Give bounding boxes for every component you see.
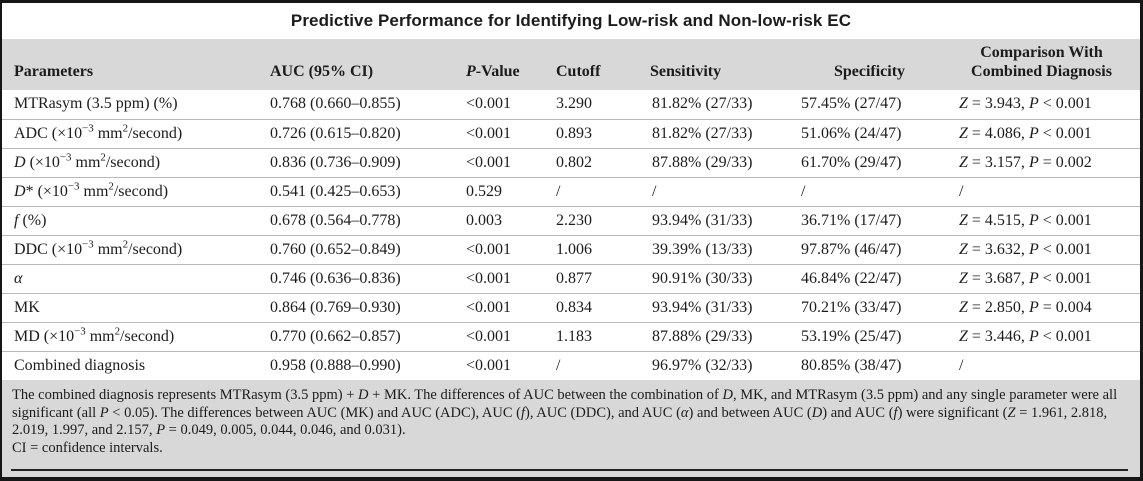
cell-parameter: MK — [2, 293, 268, 323]
cell-specificity: 57.45% (27/47) — [792, 90, 947, 120]
cell-parameter: DDC (×10−3 mm2/second) — [2, 235, 268, 265]
cell-cutoff: 1.006 — [554, 235, 648, 265]
cell-auc: 0.958 (0.888–0.990) — [270, 356, 401, 374]
cell-auc: 0.836 (0.736–0.909) — [268, 148, 464, 178]
cell-parameter: α — [2, 264, 268, 294]
table-row: DDC (×10−3 mm2/second) 0.760 (0.652–0.84… — [2, 235, 1140, 265]
table-row: MD (×10−3 mm2/second) 0.770 (0.662–0.857… — [2, 322, 1140, 352]
table-row: Combined diagnosis 0.958 (0.888–0.990) <… — [2, 351, 1140, 380]
cell-sensitivity: 90.91% (30/33) — [648, 264, 792, 294]
header-row: Parameters AUC (95% CI) P-Value Cutoff S… — [2, 39, 1140, 91]
cell-auc: 0.726 (0.615–0.820) — [268, 119, 464, 149]
cell-comparison: Z = 3.687, P < 0.001 — [947, 264, 1140, 294]
cell-cutoff: 1.183 — [554, 322, 648, 352]
cell-parameter: MD (×10−3 mm2/second) — [2, 322, 268, 352]
column-header-comparison: Comparison With Combined Diagnosis — [947, 39, 1140, 91]
cell-sensitivity: 81.82% (27/33) — [648, 90, 792, 120]
cell-cutoff: 0.834 — [554, 293, 648, 323]
cell-cutoff: 2.230 — [554, 206, 648, 236]
column-header-sensitivity: Sensitivity — [648, 39, 792, 91]
cell-p-value: 0.003 — [464, 206, 554, 236]
column-header-parameters: Parameters — [2, 39, 268, 91]
table-row: MK 0.864 (0.769–0.930) <0.001 0.834 93.9… — [2, 293, 1140, 323]
cell-parameter: MTRasym (3.5 ppm) (%) — [2, 90, 268, 120]
cell-p-value: <0.001 — [464, 148, 554, 178]
cell-p-value: <0.001 — [464, 322, 554, 352]
cell-p-value: <0.001 — [466, 356, 512, 374]
results-table: Parameters AUC (95% CI) P-Value Cutoff S… — [2, 39, 1140, 380]
cell-sensitivity: / — [648, 177, 792, 207]
table-row: f (%) 0.678 (0.564–0.778) 0.003 2.230 93… — [2, 206, 1140, 236]
cell-specificity: 53.19% (25/47) — [792, 322, 947, 352]
cell-sensitivity: 87.88% (29/33) — [648, 322, 792, 352]
cell-auc: 0.770 (0.662–0.857) — [268, 322, 464, 352]
cell-cutoff: 0.877 — [554, 264, 648, 294]
cell-auc: 0.864 (0.769–0.930) — [268, 293, 464, 323]
cell-sensitivity: 39.39% (13/33) — [648, 235, 792, 265]
cell-p-value: 0.529 — [464, 177, 554, 207]
cell-parameter: Combined diagnosis — [14, 356, 146, 374]
cell-comparison: / — [947, 177, 1140, 207]
cell-cutoff: 0.802 — [554, 148, 648, 178]
footnote-text: The combined diagnosis represents MTRasy… — [12, 387, 1118, 439]
cell-auc: 0.678 (0.564–0.778) — [268, 206, 464, 236]
cell-specificity: 61.70% (29/47) — [792, 148, 947, 178]
cell-auc: 0.768 (0.660–0.855) — [268, 90, 464, 120]
table-row: D* (×10−3 mm2/second) 0.541 (0.425–0.653… — [2, 177, 1140, 207]
cell-specificity: 97.87% (46/47) — [792, 235, 947, 265]
cell-p-value: <0.001 — [464, 235, 554, 265]
cell-parameter: f (%) — [2, 206, 268, 236]
cell-parameter: D (×10−3 mm2/second) — [2, 148, 268, 178]
cell-comparison: Z = 4.515, P < 0.001 — [947, 206, 1140, 236]
bottom-rule — [11, 469, 1128, 471]
cell-specificity: 46.84% (22/47) — [792, 264, 947, 294]
cell-comparison: Z = 4.086, P < 0.001 — [947, 119, 1140, 149]
table-row: MTRasym (3.5 ppm) (%) 0.768 (0.660–0.855… — [2, 90, 1140, 120]
cell-sensitivity: 87.88% (29/33) — [648, 148, 792, 178]
column-header-auc: AUC (95% CI) — [268, 39, 464, 91]
cell-comparison: Z = 3.157, P = 0.002 — [947, 148, 1140, 178]
cell-specificity: / — [792, 177, 947, 207]
column-header-p-value: P-Value — [464, 39, 554, 91]
table-title: Predictive Performance for Identifying L… — [2, 3, 1140, 39]
cell-comparison: Z = 3.943, P < 0.001 — [947, 90, 1140, 120]
cell-cutoff: / — [554, 177, 648, 207]
cell-parameter: D* (×10−3 mm2/second) — [2, 177, 268, 207]
cell-p-value: <0.001 — [464, 264, 554, 294]
cell-cutoff: 3.290 — [554, 90, 648, 120]
table-footnote: The combined diagnosis represents MTRasy… — [2, 380, 1140, 477]
footnote-abbreviation: CI = confidence intervals. — [12, 439, 163, 456]
cell-sensitivity: 81.82% (27/33) — [648, 119, 792, 149]
cell-sensitivity: 93.94% (31/33) — [648, 293, 792, 323]
table-row: D (×10−3 mm2/second) 0.836 (0.736–0.909)… — [2, 148, 1140, 178]
table-row: α 0.746 (0.636–0.836) <0.001 0.877 90.91… — [2, 264, 1140, 294]
column-header-specificity: Specificity — [792, 39, 947, 91]
cell-cutoff: 0.893 — [554, 119, 648, 149]
column-header-cutoff: Cutoff — [554, 39, 648, 91]
cell-parameter: ADC (×10−3 mm2/second) — [2, 119, 268, 149]
cell-comparison: Z = 2.850, P = 0.004 — [947, 293, 1140, 323]
cell-comparison: Z = 3.632, P < 0.001 — [947, 235, 1140, 265]
cell-specificity: 36.71% (17/47) — [792, 206, 947, 236]
cell-auc: 0.541 (0.425–0.653) — [268, 177, 464, 207]
cell-cutoff: / — [556, 356, 561, 374]
table-row: ADC (×10−3 mm2/second) 0.726 (0.615–0.82… — [2, 119, 1140, 149]
cell-specificity: 80.85% (38/47) — [801, 356, 902, 374]
cell-sensitivity: 93.94% (31/33) — [648, 206, 792, 236]
cell-specificity: 70.21% (33/47) — [792, 293, 947, 323]
cell-comparison: Z = 3.446, P < 0.001 — [947, 322, 1140, 352]
cell-specificity: 51.06% (24/47) — [792, 119, 947, 149]
cell-p-value: <0.001 — [464, 119, 554, 149]
cell-comparison: / — [959, 356, 964, 374]
cell-p-value: <0.001 — [464, 90, 554, 120]
cell-p-value: <0.001 — [464, 293, 554, 323]
cell-auc: 0.760 (0.652–0.849) — [268, 235, 464, 265]
cell-sensitivity: 96.97% (32/33) — [652, 356, 753, 374]
cell-auc: 0.746 (0.636–0.836) — [268, 264, 464, 294]
